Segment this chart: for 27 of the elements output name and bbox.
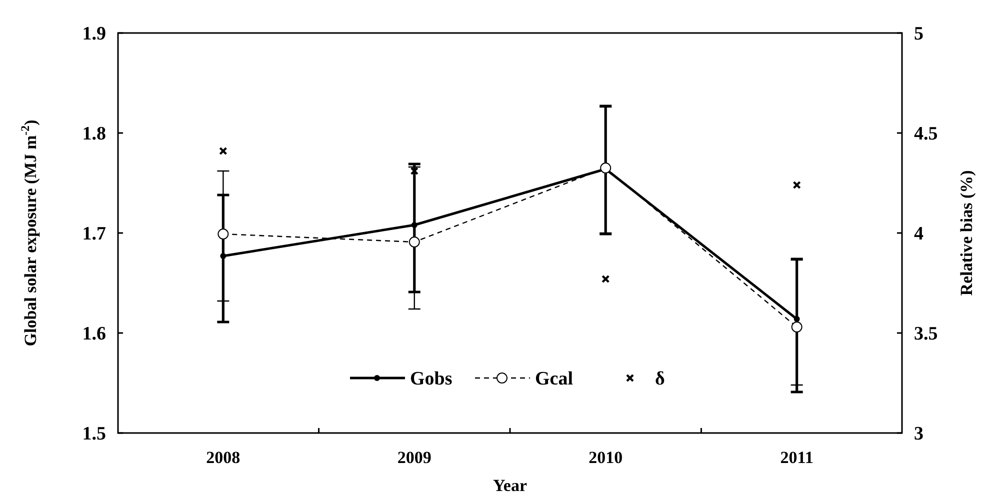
- y2-tick-label: 5: [914, 24, 924, 45]
- point: [792, 180, 801, 190]
- y2-tick-label: 4.5: [914, 124, 938, 145]
- y2-tick-label: 3.5: [914, 324, 938, 345]
- y2-tick-label: 3: [914, 424, 924, 445]
- legend-label: Gobs: [410, 368, 452, 390]
- legend-label: Gcal: [535, 368, 573, 390]
- y-tick-label: 1.9: [82, 24, 106, 45]
- y-tick-label: 1.6: [82, 324, 106, 345]
- point: [218, 228, 229, 240]
- y-tick-label: 1.8: [82, 124, 106, 145]
- y2-axis-title: Relative bias (%): [957, 170, 976, 296]
- point: [600, 162, 612, 174]
- point: [408, 236, 420, 248]
- point: [791, 322, 802, 332]
- x-tick-label: 2011: [780, 448, 814, 467]
- y2-tick-label: 4: [914, 224, 924, 245]
- x-tick-label: 2009: [397, 448, 432, 467]
- x-tick-label: 2008: [206, 448, 240, 467]
- point: [602, 274, 610, 284]
- y-tick-label: 1.7: [82, 224, 106, 245]
- point: [219, 146, 228, 156]
- x-axis-title: Year: [493, 476, 528, 495]
- legend-label: δ: [655, 368, 665, 390]
- y-tick-label: 1.5: [82, 424, 106, 445]
- x-tick-label: 2010: [588, 448, 623, 467]
- point: [410, 166, 418, 176]
